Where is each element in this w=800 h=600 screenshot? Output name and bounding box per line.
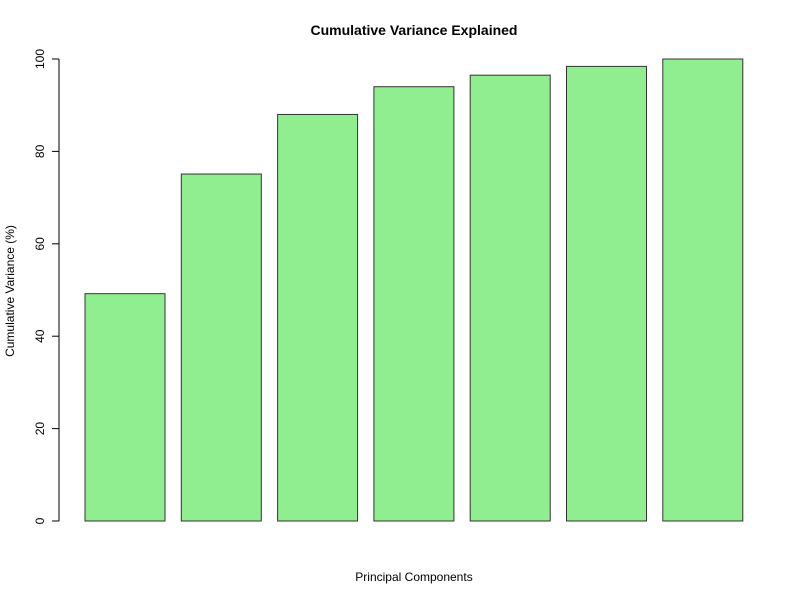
chart-title: Cumulative Variance Explained: [311, 22, 518, 38]
y-tick-label: 60: [33, 237, 47, 251]
y-tick-label: 80: [33, 144, 47, 158]
bar-pc4: [373, 86, 455, 522]
bar-pc1: [84, 293, 166, 522]
y-axis-label: Cumulative Variance (%): [3, 225, 17, 357]
bar-pc2: [180, 173, 262, 522]
bar-pc7: [662, 58, 744, 522]
bar-group: [84, 58, 744, 522]
y-tick-label: 40: [33, 329, 47, 343]
y-tick-label: 0: [33, 517, 47, 524]
bar-pc5: [469, 74, 551, 522]
y-axis: 0 20 40 60 80 100: [33, 49, 60, 524]
y-tick-label: 100: [33, 49, 47, 69]
bar-pc6: [566, 65, 647, 522]
x-axis-label: Principal Components: [355, 570, 472, 584]
y-tick-label: 20: [33, 422, 47, 436]
bar-pc3: [277, 113, 359, 522]
